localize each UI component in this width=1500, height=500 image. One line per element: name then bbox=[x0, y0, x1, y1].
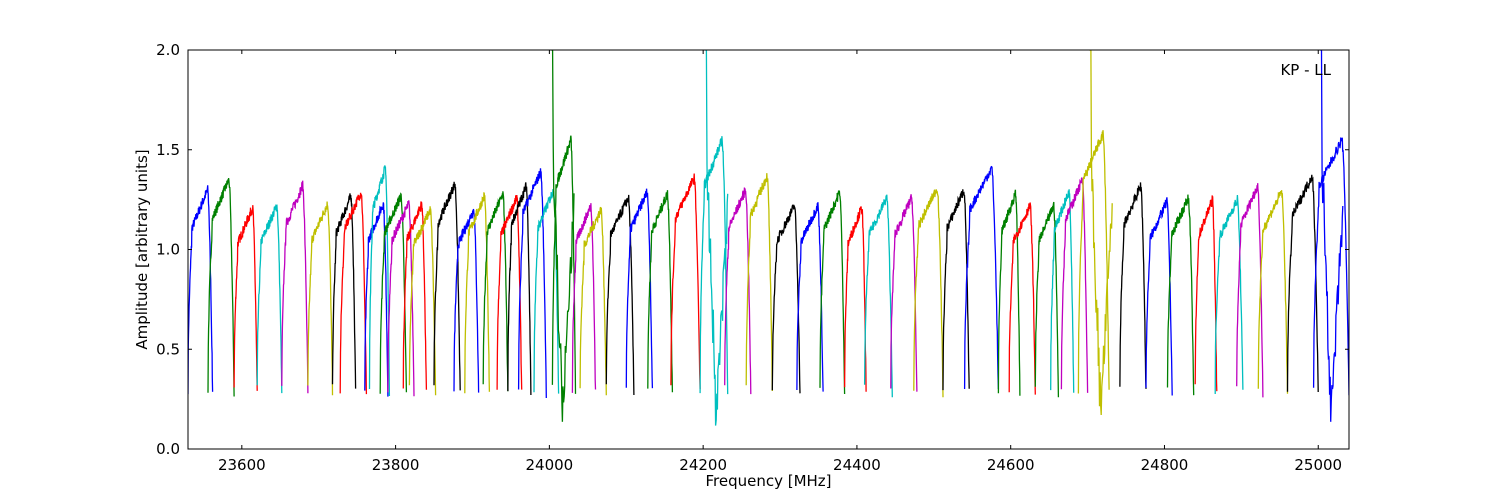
series-line-26 bbox=[625, 188, 654, 389]
series-line-35 bbox=[843, 206, 867, 392]
y-axis-label: Amplitude [arbitrary units] bbox=[133, 149, 151, 349]
series-line-53 bbox=[1257, 190, 1289, 394]
x-axis-label: Frequency [MHz] bbox=[705, 472, 831, 490]
series-layer bbox=[188, 50, 1349, 426]
series-line-39 bbox=[942, 189, 970, 391]
plot-frame bbox=[187, 49, 1350, 450]
chart-annotation: KP - LL bbox=[1280, 61, 1331, 79]
y-tick-label-3: 1.5 bbox=[156, 141, 180, 159]
series-line-6 bbox=[331, 193, 357, 389]
series-line-22 bbox=[551, 135, 577, 394]
x-tick-label-1: 23800 bbox=[372, 456, 420, 474]
series-line-28 bbox=[670, 173, 701, 390]
series-line-8 bbox=[364, 202, 389, 397]
series-line-5 bbox=[307, 201, 334, 396]
series-line-29 bbox=[699, 136, 729, 395]
x-tick-label-4: 24400 bbox=[833, 456, 881, 474]
series-line-27 bbox=[647, 190, 674, 393]
series-line-23 bbox=[571, 203, 597, 393]
series-line-16 bbox=[464, 192, 491, 394]
x-tick-label-2: 24000 bbox=[526, 456, 574, 474]
x-tick-label-7: 25000 bbox=[1294, 456, 1342, 474]
series-line-11 bbox=[387, 200, 415, 397]
series-line-44 bbox=[1050, 189, 1075, 393]
series-line-2 bbox=[233, 205, 258, 391]
series-line-36 bbox=[863, 194, 893, 398]
y-tick-label-2: 1.0 bbox=[156, 241, 180, 259]
series-line-13 bbox=[408, 206, 437, 396]
spike-line-3 bbox=[1319, 50, 1344, 422]
series-line-40 bbox=[963, 165, 1000, 390]
series-line-17 bbox=[482, 191, 509, 392]
x-tick-label-5: 24600 bbox=[987, 456, 1035, 474]
series-line-3 bbox=[256, 203, 283, 394]
y-tick-label-0: 0.0 bbox=[156, 440, 180, 458]
series-line-4 bbox=[281, 180, 309, 394]
y-tick-label-4: 2.0 bbox=[156, 41, 180, 59]
series-line-46 bbox=[1077, 130, 1110, 394]
series-line-43 bbox=[1034, 201, 1060, 398]
series-line-42 bbox=[1008, 202, 1036, 395]
series-line-54 bbox=[1286, 174, 1319, 393]
series-line-48 bbox=[1145, 197, 1173, 396]
x-tick-label-6: 24800 bbox=[1141, 456, 1189, 474]
y-tick-label-1: 0.5 bbox=[156, 340, 180, 358]
series-line-55 bbox=[1312, 137, 1349, 396]
series-line-0 bbox=[188, 185, 214, 395]
series-line-9 bbox=[368, 165, 391, 397]
series-line-47 bbox=[1119, 182, 1147, 389]
x-tick-label-0: 23600 bbox=[218, 456, 266, 474]
series-line-49 bbox=[1166, 194, 1195, 396]
series-line-12 bbox=[402, 201, 428, 390]
series-line-32 bbox=[771, 204, 801, 394]
series-line-38 bbox=[913, 189, 944, 398]
series-line-24 bbox=[579, 206, 607, 396]
ticks-layer: 23600 23800 24000 24200 24400 24600 24800 25000… bbox=[156, 41, 1349, 474]
series-line-20 bbox=[517, 168, 547, 399]
series-line-37 bbox=[890, 194, 918, 392]
x-tick-label-3: 24200 bbox=[679, 456, 727, 474]
series-line-25 bbox=[605, 194, 635, 396]
series-line-1 bbox=[207, 178, 235, 397]
series-line-10 bbox=[379, 192, 408, 394]
spike-line-2 bbox=[1089, 50, 1113, 416]
series-line-33 bbox=[796, 202, 824, 392]
series-line-14 bbox=[433, 181, 461, 391]
series-line-52 bbox=[1236, 183, 1264, 398]
series-line-41 bbox=[997, 189, 1021, 396]
series-line-31 bbox=[745, 173, 773, 392]
spike-line-0 bbox=[550, 50, 575, 422]
series-line-45 bbox=[1060, 177, 1089, 393]
series-line-19 bbox=[507, 182, 532, 396]
spike-line-1 bbox=[704, 50, 729, 426]
series-line-50 bbox=[1194, 195, 1218, 392]
series-line-51 bbox=[1214, 195, 1244, 395]
series-line-30 bbox=[724, 187, 752, 395]
series-line-34 bbox=[819, 190, 846, 395]
series-line-7 bbox=[339, 192, 368, 395]
